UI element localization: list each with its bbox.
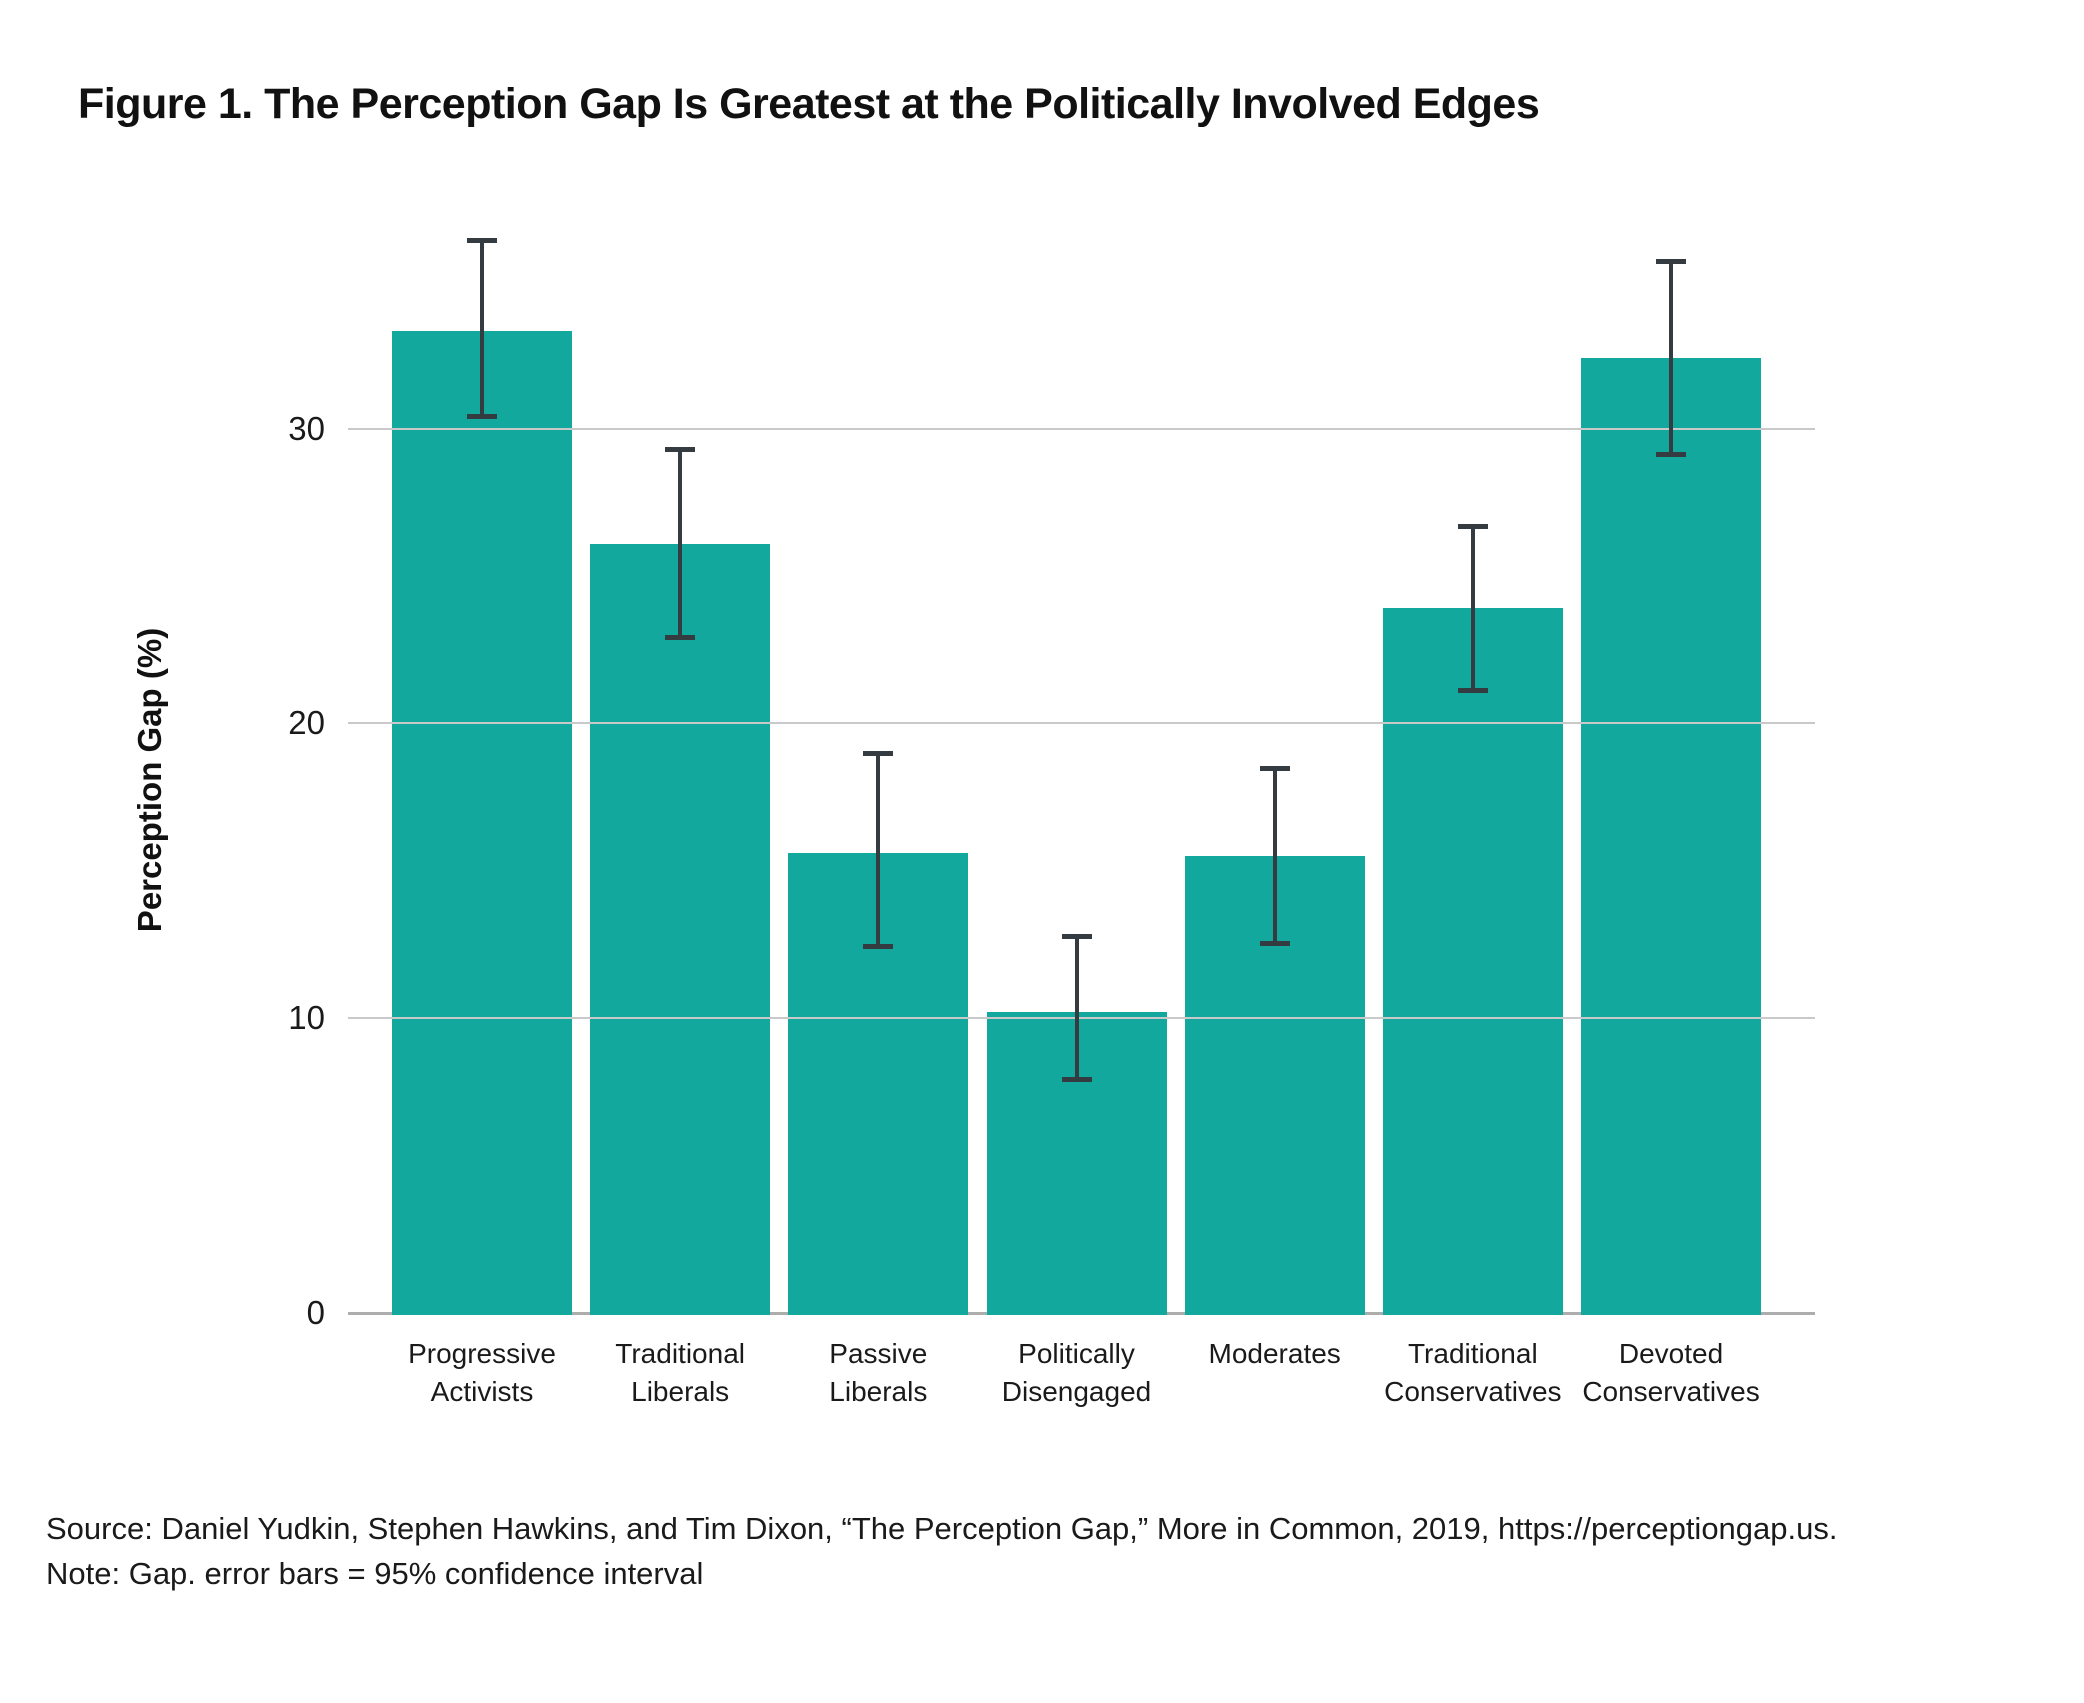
error-bar-cap-top <box>1259 765 1290 771</box>
y-tick-label-30: 30 <box>288 409 325 447</box>
error-bar-2 <box>665 447 696 640</box>
error-bar-stem <box>1669 260 1674 456</box>
x-category-label-4: Politically Disengaged <box>1001 1338 1152 1407</box>
error-bar-stem <box>678 449 683 638</box>
figure-footer: Source: Daniel Yudkin, Stephen Hawkins, … <box>46 1506 1838 1596</box>
error-bar-cap-bottom <box>1259 941 1290 947</box>
y-tick-label-20: 20 <box>288 704 325 742</box>
error-bar-cap-top <box>863 750 894 756</box>
error-bar-7 <box>1656 258 1687 458</box>
error-bar-cap-top <box>665 447 696 453</box>
error-bar-cap-bottom <box>665 634 696 640</box>
gridline-y20 <box>348 722 1815 725</box>
error-bar-4 <box>1061 933 1092 1083</box>
error-bar-stem <box>1272 767 1277 945</box>
figure-title: Figure 1. The Perception Gap Is Greatest… <box>78 80 1540 128</box>
x-category-label-3: Passive Liberals <box>829 1338 928 1407</box>
error-bar-cap-top <box>1061 933 1092 939</box>
x-category-label-6: Traditional Conservatives <box>1384 1338 1562 1407</box>
error-bar-cap-bottom <box>1457 687 1488 693</box>
bar-2 <box>590 543 771 1315</box>
y-tick-label-0: 0 <box>306 1294 325 1331</box>
error-bar-cap-bottom <box>467 413 497 419</box>
x-category-label-2: Traditional Liberals <box>615 1338 745 1407</box>
error-bar-cap-top <box>1656 258 1687 264</box>
methodology-note: Note: Gap. error bars = 95% confidence i… <box>46 1556 704 1591</box>
x-category-label-1: Progressive Activists <box>408 1338 556 1407</box>
error-bar-cap-bottom <box>1061 1077 1092 1083</box>
gridline-y30 <box>348 427 1815 430</box>
error-bar-cap-top <box>1457 523 1488 529</box>
error-bar-stem <box>1074 935 1079 1081</box>
error-bar-stem <box>480 239 484 417</box>
error-bar-cap-bottom <box>863 944 894 950</box>
error-bar-3 <box>863 750 894 950</box>
error-bar-5 <box>1259 765 1290 947</box>
y-tick-label-10: 10 <box>288 999 325 1037</box>
error-bar-6 <box>1457 523 1488 693</box>
error-bar-stem <box>1470 525 1475 691</box>
gridline-y10 <box>348 1017 1815 1020</box>
x-category-label-7: Devoted Conservatives <box>1582 1338 1760 1407</box>
error-bar-cap-bottom <box>1656 452 1687 458</box>
x-category-label-5: Moderates <box>1208 1338 1341 1369</box>
bar-6 <box>1382 608 1563 1315</box>
error-bar-stem <box>876 752 881 948</box>
error-bar-cap-top <box>467 237 497 243</box>
bar-1 <box>392 331 572 1315</box>
error-bar-1 <box>467 237 497 419</box>
bar-7 <box>1581 357 1762 1315</box>
source-note: Source: Daniel Yudkin, Stephen Hawkins, … <box>46 1511 1838 1546</box>
